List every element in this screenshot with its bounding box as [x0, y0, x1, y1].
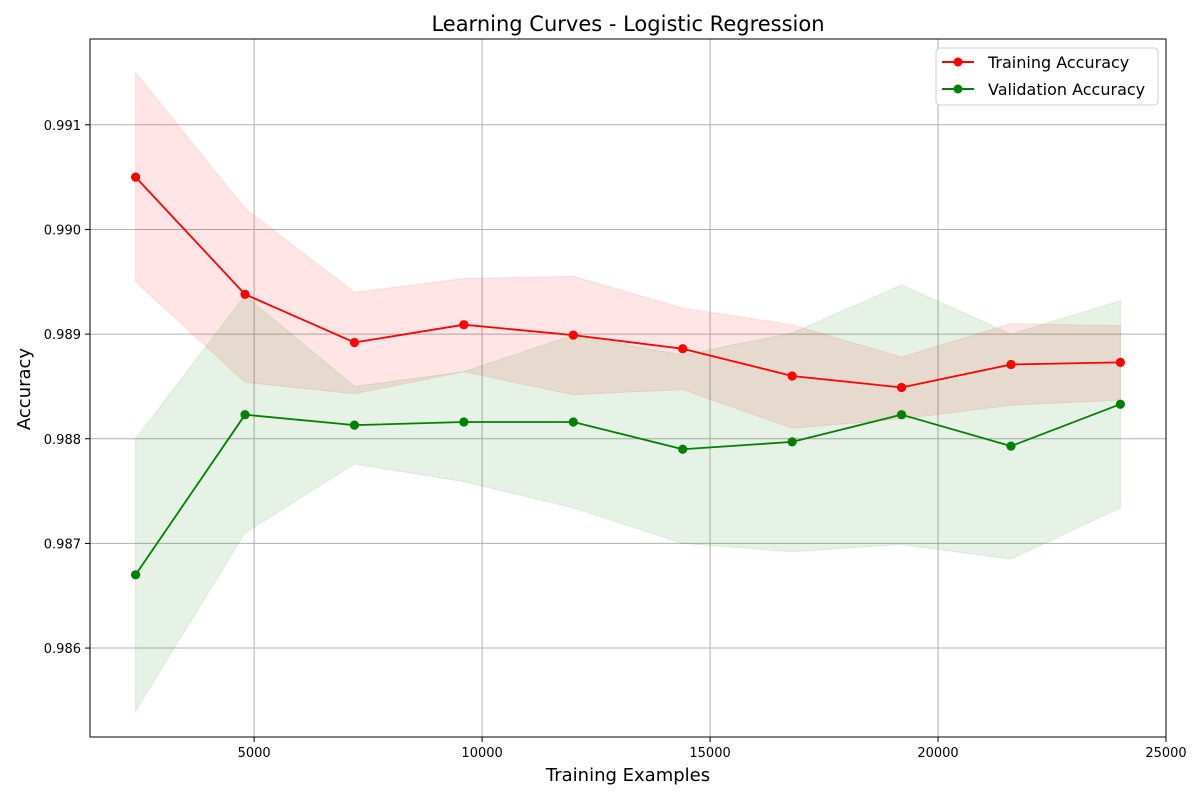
series-lines — [134, 176, 1122, 576]
series-point-1 — [896, 410, 907, 420]
plot-frame — [89, 38, 1167, 738]
x-axis-ticks: 5000 10000 15000 20000 25000 — [238, 737, 1187, 761]
series-point-0 — [678, 344, 688, 354]
legend: Training Accuracy Validation Accuracy — [935, 47, 1159, 106]
legend-training-label: Training Accuracy — [987, 53, 1129, 72]
series-point-1 — [678, 444, 688, 454]
series-band-1 — [135, 284, 1121, 713]
y-axis-label: Accuracy — [14, 348, 35, 431]
x-axis-label: Training Examples — [545, 765, 710, 786]
y-tick-label: 0.986 — [44, 642, 81, 657]
series-point-1 — [240, 410, 250, 420]
y-tick-label: 0.988 — [44, 433, 81, 448]
x-tick-label: 5000 — [238, 746, 271, 761]
chart-title: Learning Curves - Logistic Regression — [431, 12, 824, 36]
series-points — [130, 172, 1126, 580]
series-point-0 — [130, 172, 141, 182]
x-tick-label: 25000 — [1145, 746, 1186, 761]
x-tick-label: 10000 — [461, 746, 502, 761]
series-point-0 — [787, 371, 797, 381]
y-tick-label: 0.989 — [44, 328, 81, 343]
y-tick-label: 0.991 — [44, 119, 81, 134]
y-tick-label: 0.987 — [44, 537, 81, 552]
series-point-0 — [459, 320, 469, 330]
series-point-1 — [1115, 399, 1126, 409]
series-point-1 — [787, 437, 797, 447]
series-point-1 — [459, 417, 469, 427]
x-tick-label: 20000 — [917, 746, 958, 761]
series-point-0 — [896, 382, 907, 393]
series-point-1 — [349, 420, 360, 430]
series-point-1 — [568, 417, 578, 427]
series-point-0 — [1115, 357, 1126, 367]
grid-lines — [90, 39, 1167, 737]
legend-validation-marker — [953, 84, 963, 94]
series-point-1 — [1006, 441, 1016, 451]
legend-validation-label: Validation Accuracy — [988, 80, 1145, 99]
legend-box — [935, 47, 1159, 106]
legend-training-marker — [953, 57, 963, 67]
series-line-1 — [134, 403, 1122, 576]
series-point-0 — [349, 337, 360, 348]
series-line-0 — [134, 176, 1122, 389]
y-axis-ticks: 0.986 0.987 0.988 0.989 0.990 0.991 — [44, 119, 90, 657]
x-tick-label: 15000 — [689, 746, 730, 761]
series-point-0 — [240, 289, 250, 299]
y-tick-label: 0.990 — [44, 223, 81, 238]
series-point-0 — [1006, 359, 1016, 370]
series-point-0 — [568, 330, 578, 340]
series-point-1 — [130, 570, 141, 580]
